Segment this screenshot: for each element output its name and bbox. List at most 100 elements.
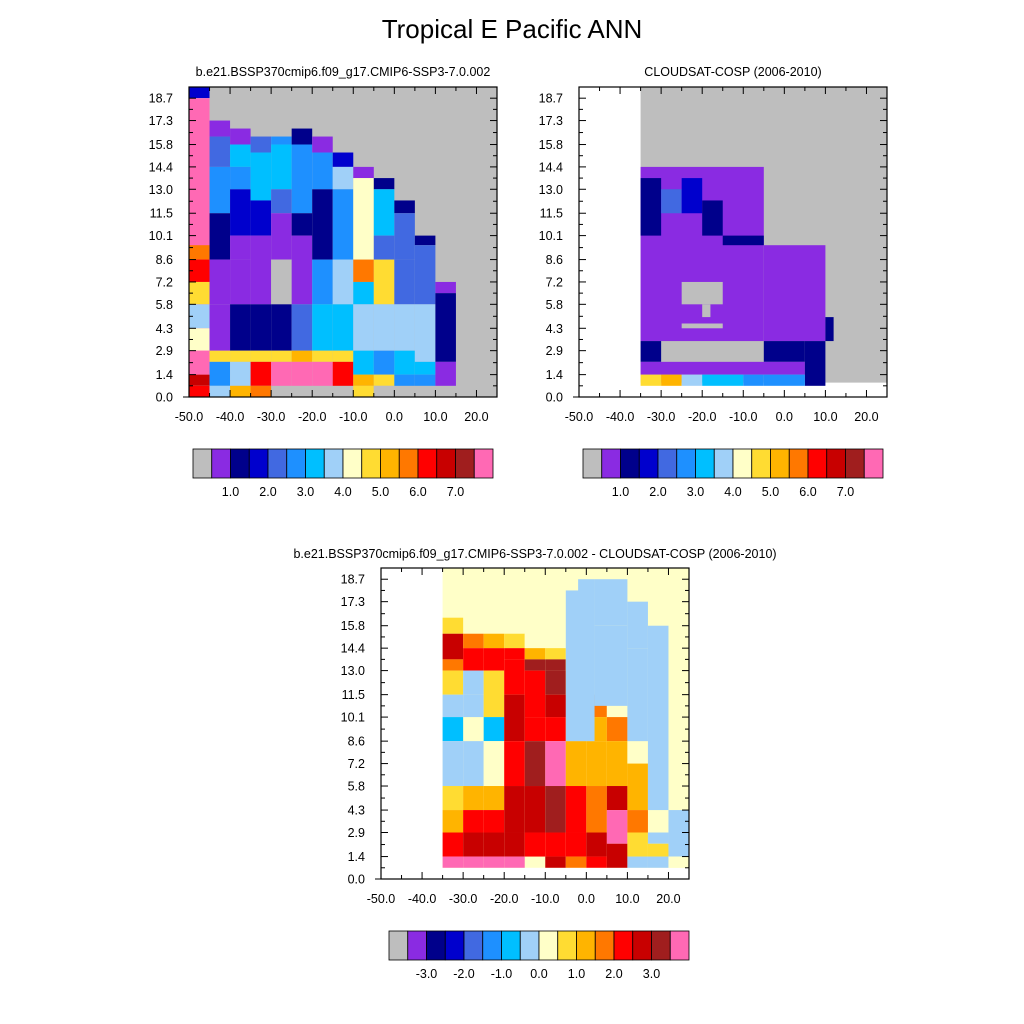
colorbar-swatch: [732, 448, 753, 479]
heatmap-cell: [353, 350, 374, 375]
y-tick-label: 5.8: [348, 780, 365, 794]
heatmap-cell: [586, 856, 607, 868]
heatmap-cell: [504, 741, 525, 787]
heatmap-cell: [435, 281, 456, 294]
colorbar-label: 2.0: [605, 967, 622, 981]
colorbar-swatch: [388, 930, 409, 961]
heatmap-cell: [627, 741, 648, 764]
heatmap-cell: [661, 374, 682, 386]
x-tick-label: -10.0: [339, 410, 368, 424]
heatmap-cell: [524, 786, 546, 833]
x-tick-label: 20.0: [464, 410, 488, 424]
colorbar-label: 0.0: [530, 967, 547, 981]
heatmap-cell: [414, 374, 436, 386]
x-tick-label: 20.0: [656, 892, 680, 906]
heatmap-cell: [640, 374, 662, 386]
heatmap-cell: [291, 213, 313, 236]
heatmap-cell: [804, 341, 826, 386]
heatmap-cell: [668, 832, 689, 857]
heatmap-cell: [545, 856, 566, 868]
y-tick-label: 0.0: [156, 391, 173, 405]
heatmap-cell: [483, 633, 505, 649]
y-tick-label: 8.6: [546, 253, 563, 267]
x-tick-label: -10.0: [531, 892, 560, 906]
colorbar-swatch: [557, 930, 577, 961]
heatmap-cell: [702, 200, 723, 236]
colorbar: 1.0 2.0 3.0 4.0 5.0 6.0 7.0: [192, 448, 494, 499]
heatmap-cell: [442, 717, 464, 742]
heatmap-cell: [394, 304, 415, 351]
y-tick-label: 7.2: [546, 275, 563, 289]
colorbar-label: 5.0: [372, 485, 389, 499]
heatmap-cell: [545, 648, 566, 660]
heatmap-cell: [722, 235, 764, 246]
colorbar-swatch: [230, 448, 250, 479]
y-tick-label: 5.8: [546, 298, 563, 312]
heatmap-cell: [230, 304, 251, 351]
heatmap-cell: [250, 350, 272, 362]
heatmap-cell: [640, 178, 662, 236]
heatmap-cell: [250, 385, 272, 397]
heatmap-cell: [565, 832, 587, 857]
heatmap-cell: [524, 648, 546, 660]
heatmap-cell: [627, 832, 648, 857]
colorbar-label: 4.0: [724, 485, 741, 499]
colorbar-swatch: [613, 930, 634, 961]
x-tick-label: 0.0: [776, 410, 793, 424]
y-tick-label: 13.0: [341, 664, 365, 678]
y-tick-label: 7.2: [156, 275, 173, 289]
heatmap-cell: [463, 670, 484, 695]
panel-title: b.e21.BSSP370cmip6.f09_g17.CMIP6-SSP3-7.…: [293, 547, 776, 561]
heatmap-cell: [504, 659, 525, 695]
heatmap-cell: [209, 136, 231, 167]
heatmap-cell: [189, 328, 210, 351]
colorbar: -3.0 -2.0 -1.0 0.0 1.0 2.0 3.0: [388, 930, 690, 981]
heatmap-cell: [586, 832, 607, 857]
colorbar-swatch: [770, 448, 790, 479]
heatmap-cell: [681, 323, 723, 329]
heatmap-cell: [189, 245, 210, 260]
heatmap-cell: [442, 832, 464, 857]
heatmap-cell: [414, 304, 436, 362]
plot-frame: [578, 86, 888, 398]
heatmap-cell: [250, 235, 272, 305]
heatmap-cell: [627, 601, 648, 649]
heatmap-cell: [353, 385, 374, 397]
heatmap-cell: [463, 741, 484, 787]
colorbar-swatch: [676, 448, 696, 479]
heatmap-cell: [353, 178, 374, 260]
heatmap-cell: [230, 235, 251, 260]
colorbar-label: -3.0: [416, 967, 438, 981]
heatmap-cell: [463, 633, 484, 649]
heatmap-cell: [524, 670, 546, 718]
colorbar-swatch: [463, 930, 484, 961]
colorbar-swatch: [267, 448, 288, 479]
heatmap-cell: [463, 786, 484, 811]
x-tick-label: -40.0: [216, 410, 245, 424]
colorbar-swatch: [426, 930, 446, 961]
heatmap-cell: [463, 832, 484, 857]
x-tick-label: -30.0: [449, 892, 478, 906]
colorbar-swatch: [826, 448, 846, 479]
heatmap-cell: [504, 856, 525, 868]
y-tick-label: 17.3: [341, 595, 365, 609]
y-tick-label: 18.7: [149, 92, 173, 106]
heatmap-cell: [483, 648, 505, 671]
y-tick-label: 4.3: [156, 322, 173, 336]
heatmap-cell: [483, 670, 505, 718]
heatmap-cell: [271, 213, 292, 260]
heatmap-cell: [209, 166, 231, 214]
y-tick-label: 8.6: [156, 253, 173, 267]
y-tick-label: 18.7: [539, 92, 563, 106]
heatmap-cell: [504, 832, 525, 857]
colorbar-swatch: [407, 930, 427, 961]
heatmap-cell: [209, 385, 231, 397]
heatmap-cell: [606, 717, 628, 742]
colorbar-swatch: [323, 448, 344, 479]
heatmap-cell: [394, 350, 415, 375]
heatmap-cell: [230, 385, 251, 397]
heatmap-cell: [435, 361, 456, 386]
heatmap-cell: [332, 361, 354, 386]
heatmap-cell: [250, 304, 272, 351]
heatmap-cell: [332, 350, 354, 362]
